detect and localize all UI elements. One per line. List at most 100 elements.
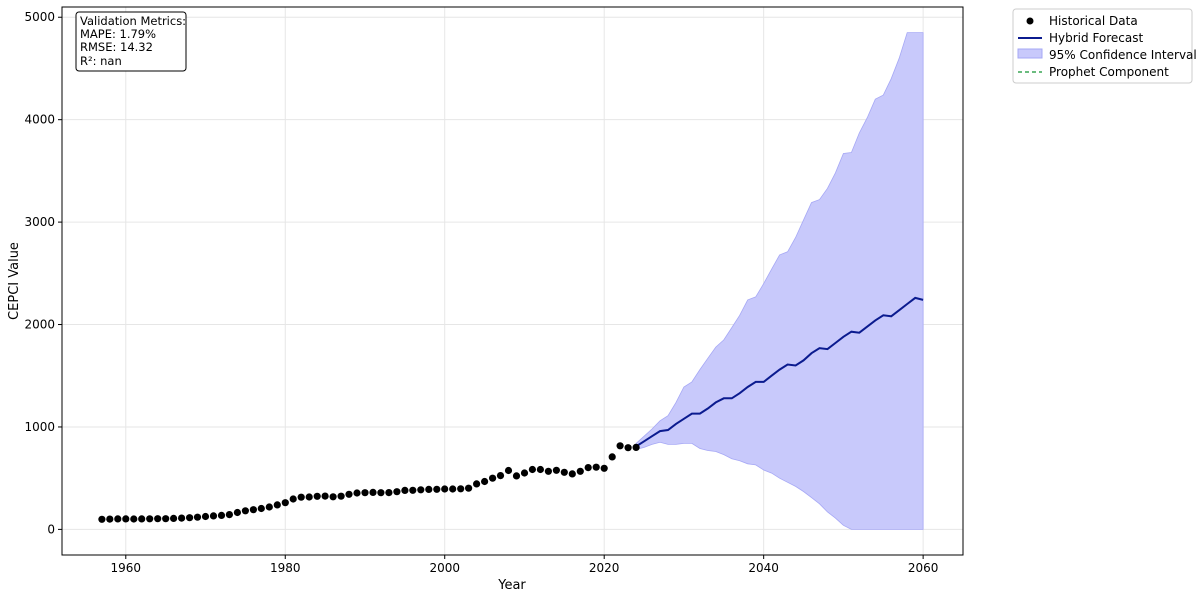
historical-point: [265, 503, 273, 511]
historical-point: [536, 465, 545, 474]
y-axis-ticks: 0 1000 2000 3000 4000 5000: [24, 10, 62, 536]
historical-point: [449, 485, 457, 493]
historical-point: [249, 506, 257, 514]
historical-point: [106, 515, 114, 523]
confidence-band-layer: [635, 32, 924, 530]
y-tick-label: 0: [47, 522, 55, 536]
historical-point: [138, 515, 146, 523]
legend-historical-label: Historical Data: [1049, 14, 1138, 28]
historical-point: [632, 443, 640, 451]
historical-point: [600, 464, 608, 472]
historical-point: [114, 515, 122, 523]
x-tick-label: 2040: [748, 561, 779, 575]
x-tick-label: 2060: [908, 561, 939, 575]
historical-point: [560, 468, 568, 476]
historical-point: [130, 515, 138, 523]
historical-point: [241, 507, 249, 515]
historical-points-layer: [98, 442, 640, 523]
metrics-r2: R²: nan: [80, 54, 122, 68]
historical-point: [528, 465, 537, 474]
historical-point: [361, 489, 369, 497]
historical-point: [193, 513, 202, 521]
historical-point: [281, 499, 289, 507]
x-axis-ticks: 1960 1980 2000 2020 2040 2060: [111, 555, 939, 575]
legend-prophet-label: Prophet Component: [1049, 65, 1169, 79]
historical-point: [297, 493, 305, 501]
x-tick-label: 1980: [270, 561, 301, 575]
historical-point: [273, 501, 281, 509]
legend-historical-marker: [1026, 17, 1034, 25]
historical-point: [377, 489, 385, 497]
historical-point: [512, 472, 521, 480]
historical-point: [329, 493, 337, 501]
historical-point: [178, 514, 186, 522]
historical-point: [393, 488, 401, 496]
historical-point: [353, 489, 361, 497]
historical-point: [217, 511, 226, 519]
historical-point: [170, 514, 178, 523]
historical-point: [409, 486, 417, 494]
historical-point: [201, 512, 210, 521]
historical-point: [162, 515, 170, 523]
historical-point: [401, 486, 409, 494]
historical-point: [624, 444, 632, 452]
historical-point: [337, 492, 345, 500]
x-axis-title: Year: [497, 578, 526, 593]
x-tick-label: 2000: [429, 561, 460, 575]
historical-point: [584, 464, 592, 472]
forecast-line-layer: [635, 296, 924, 448]
historical-point: [608, 453, 616, 461]
historical-point: [433, 485, 441, 493]
historical-point: [209, 512, 218, 520]
historical-point: [425, 485, 433, 493]
historical-point: [225, 510, 233, 519]
metrics-box: Validation Metrics: MAPE: 1.79% RMSE: 14…: [75, 11, 187, 72]
metrics-rmse: RMSE: 14.32: [80, 40, 153, 54]
historical-point: [592, 463, 600, 471]
metrics-box-frame: [75, 11, 187, 72]
legend-frame: [1012, 8, 1193, 84]
historical-point: [122, 515, 130, 523]
metrics-mape: MAPE: 1.79%: [80, 27, 156, 41]
y-tick-label: 1000: [24, 420, 55, 434]
historical-point: [481, 477, 489, 486]
historical-point: [313, 492, 321, 500]
y-tick-label: 4000: [24, 113, 55, 127]
historical-point: [146, 515, 154, 523]
historical-point: [544, 467, 553, 475]
historical-point: [98, 515, 106, 523]
historical-point: [289, 495, 297, 503]
historical-point: [568, 470, 576, 478]
historical-point: [233, 508, 241, 517]
y-tick-label: 5000: [24, 10, 55, 24]
historical-point: [489, 474, 497, 482]
historical-point: [465, 484, 473, 492]
historical-point: [616, 442, 624, 450]
legend-confidence-label: 95% Confidence Interval: [1049, 48, 1197, 62]
historical-point: [473, 480, 481, 488]
historical-point: [576, 467, 584, 475]
y-tick-label: 2000: [24, 318, 55, 332]
historical-point: [257, 504, 265, 513]
confidence-band: [635, 32, 924, 530]
legend-forecast-label: Hybrid Forecast: [1049, 31, 1144, 45]
forecast-line: [635, 296, 924, 448]
x-tick-label: 2020: [589, 561, 620, 575]
historical-point: [457, 485, 465, 493]
historical-point: [441, 485, 449, 493]
y-tick-label: 3000: [24, 215, 55, 229]
plot-frame: [61, 6, 964, 556]
historical-point: [496, 472, 505, 480]
historical-point: [552, 466, 561, 474]
historical-point: [186, 514, 194, 522]
y-axis-title: CEPCI Value: [7, 242, 22, 320]
legend: Historical Data Hybrid Forecast 95% Conf…: [1012, 8, 1197, 84]
historical-point: [417, 486, 425, 494]
historical-point: [305, 493, 313, 501]
historical-point: [520, 469, 529, 477]
historical-point: [504, 466, 513, 475]
historical-point: [385, 489, 393, 497]
historical-point: [345, 490, 353, 498]
